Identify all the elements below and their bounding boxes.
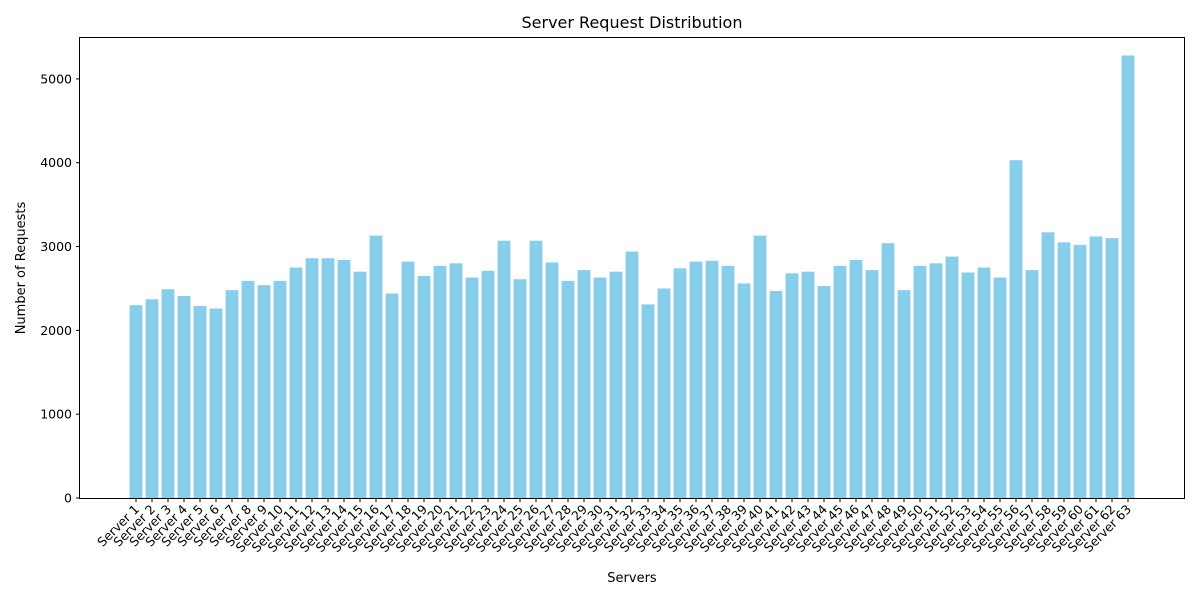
- bar-56: [1009, 160, 1023, 498]
- bar-5: [193, 306, 207, 498]
- y-axis: 0 1000 2000 3000 4000 5000: [40, 71, 80, 506]
- bar-35: [673, 268, 687, 498]
- bar-20: [433, 265, 447, 498]
- bar-27: [545, 262, 559, 498]
- bar-41: [769, 290, 783, 498]
- bar-11: [289, 267, 303, 498]
- chart-title: Server Request Distribution: [522, 13, 743, 32]
- bar-38: [721, 265, 735, 498]
- bar-44: [817, 285, 831, 498]
- bar-50: [913, 265, 927, 498]
- bar-45: [833, 265, 847, 498]
- x-axis-label: Servers: [607, 571, 657, 586]
- bar-22: [465, 277, 479, 498]
- bar-40: [753, 235, 767, 498]
- bar-48: [881, 243, 895, 498]
- y-axis-label: Number of Requests: [14, 201, 29, 334]
- bar-43: [801, 271, 815, 498]
- bar-19: [417, 275, 431, 498]
- y-tick-label: 5000: [40, 71, 72, 86]
- bar-17: [385, 293, 399, 498]
- bar-31: [609, 271, 623, 498]
- y-tick-label: 3000: [40, 239, 72, 254]
- bar-25: [513, 279, 527, 498]
- bar-3: [161, 289, 175, 498]
- bar-59: [1057, 242, 1071, 498]
- bar-61: [1089, 236, 1103, 499]
- bar-21: [449, 263, 463, 498]
- bars-group: [129, 55, 1135, 499]
- bar-34: [657, 288, 671, 498]
- bar-54: [977, 267, 991, 498]
- y-tick-label: 1000: [40, 407, 72, 422]
- bar-63: [1121, 55, 1135, 498]
- bar-13: [321, 258, 335, 498]
- bar-33: [641, 304, 655, 498]
- bar-46: [849, 259, 863, 498]
- bar-1: [129, 305, 143, 498]
- bar-58: [1041, 232, 1055, 499]
- bar-53: [961, 272, 975, 498]
- bar-47: [865, 270, 879, 498]
- bar-37: [705, 260, 719, 498]
- bar-60: [1073, 244, 1087, 498]
- y-tick-label: 4000: [40, 155, 72, 170]
- bar-6: [209, 308, 223, 498]
- bar-23: [481, 270, 495, 498]
- bar-26: [529, 240, 543, 498]
- bar-8: [241, 280, 255, 498]
- plot-frame: [79, 37, 1185, 499]
- bar-32: [625, 251, 639, 498]
- bar-9: [257, 285, 271, 498]
- bar-7: [225, 290, 239, 498]
- bar-57: [1025, 270, 1039, 498]
- bar-16: [369, 235, 383, 498]
- bar-36: [689, 261, 703, 498]
- bar-30: [593, 277, 607, 498]
- bar-51: [929, 263, 943, 498]
- bar-55: [993, 277, 1007, 498]
- bar-24: [497, 240, 511, 498]
- y-tick-label: 0: [64, 491, 72, 506]
- bar-4: [177, 296, 191, 498]
- bar-12: [305, 258, 319, 498]
- bar-2: [145, 299, 159, 498]
- bar-28: [561, 280, 575, 498]
- bar-62: [1105, 238, 1119, 498]
- bar-52: [945, 256, 959, 498]
- bar-29: [577, 270, 591, 498]
- bar-42: [785, 273, 799, 498]
- bar-10: [273, 280, 287, 498]
- bar-39: [737, 283, 751, 498]
- bar-49: [897, 290, 911, 498]
- bar-14: [337, 259, 351, 498]
- bar-15: [353, 271, 367, 498]
- y-tick-label: 2000: [40, 323, 72, 338]
- bar-18: [401, 261, 415, 498]
